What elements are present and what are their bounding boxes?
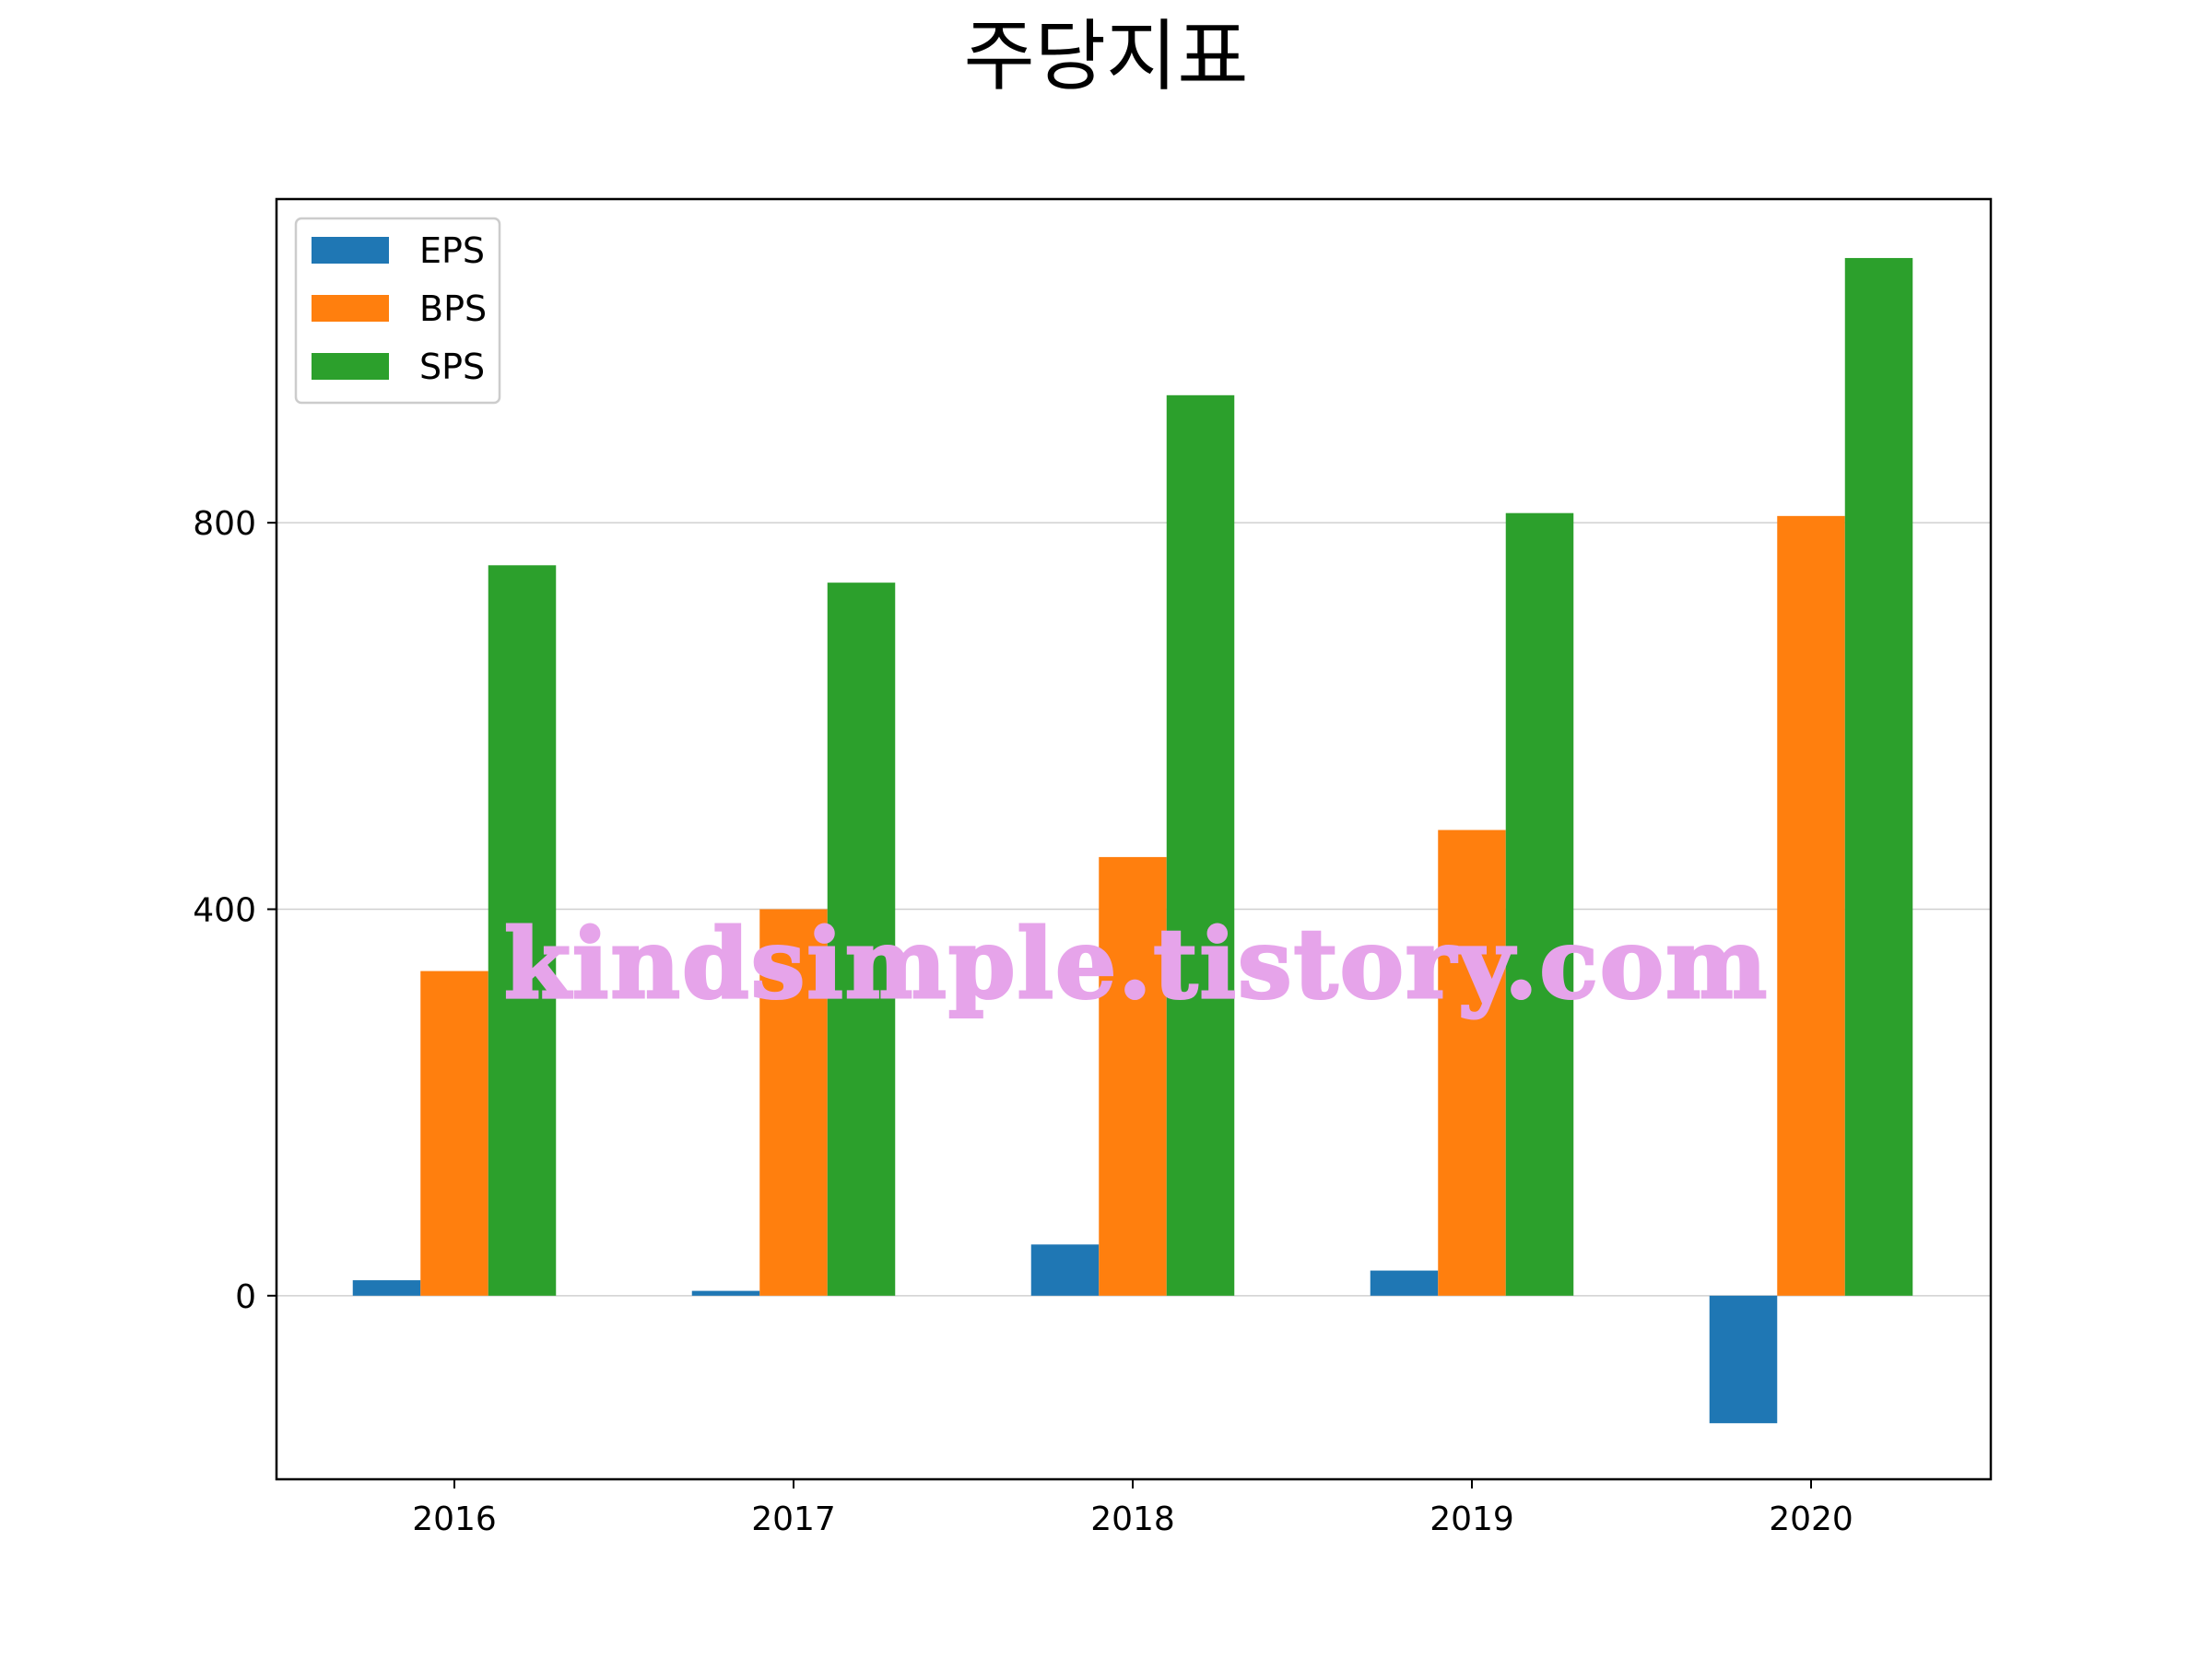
watermark-text: kindsimple.tistory.com xyxy=(504,907,1769,1020)
bar-eps-2019 xyxy=(1370,1270,1439,1296)
bar-sps-2017 xyxy=(827,582,896,1296)
bar-sps-2020 xyxy=(1844,257,1913,1296)
x-tick-label: 2017 xyxy=(751,1500,836,1538)
chart-title: 주당지표 xyxy=(963,11,1248,101)
y-axis-ticks: 0 400 800 xyxy=(193,505,276,1316)
bar-bps-2020 xyxy=(1777,515,1845,1296)
bar-eps-2016 xyxy=(352,1280,421,1296)
bar-bps-2017 xyxy=(759,909,828,1296)
bar-sps-2016 xyxy=(488,565,557,1296)
bars xyxy=(352,257,1913,1424)
y-tick-label: 800 xyxy=(193,505,256,543)
x-tick-label: 2020 xyxy=(1769,1500,1853,1538)
bar-sps-2018 xyxy=(1166,394,1235,1296)
bar-sps-2019 xyxy=(1505,512,1574,1296)
legend-swatch-eps xyxy=(312,237,389,264)
y-tick-label: 0 xyxy=(235,1278,256,1316)
bar-eps-2017 xyxy=(691,1290,760,1296)
bar-bps-2018 xyxy=(1099,856,1167,1296)
bar-eps-2018 xyxy=(1030,1244,1100,1296)
legend: EPS BPS SPS xyxy=(294,217,501,405)
legend-swatch-sps xyxy=(312,353,389,380)
x-tick-label: 2019 xyxy=(1430,1500,1514,1538)
x-axis-ticks: 2016 2017 2018 2019 2020 xyxy=(412,1479,1853,1538)
x-tick-label: 2016 xyxy=(412,1500,497,1538)
y-tick-label: 400 xyxy=(193,892,256,930)
legend-label-sps: SPS xyxy=(419,347,485,387)
legend-swatch-bps xyxy=(312,295,389,322)
legend-label-bps: BPS xyxy=(419,288,487,329)
x-tick-label: 2018 xyxy=(1090,1500,1175,1538)
bar-bps-2016 xyxy=(420,971,488,1296)
bar-eps-2020 xyxy=(1709,1295,1778,1424)
legend-label-eps: EPS xyxy=(419,230,485,271)
bar-bps-2019 xyxy=(1438,830,1506,1296)
